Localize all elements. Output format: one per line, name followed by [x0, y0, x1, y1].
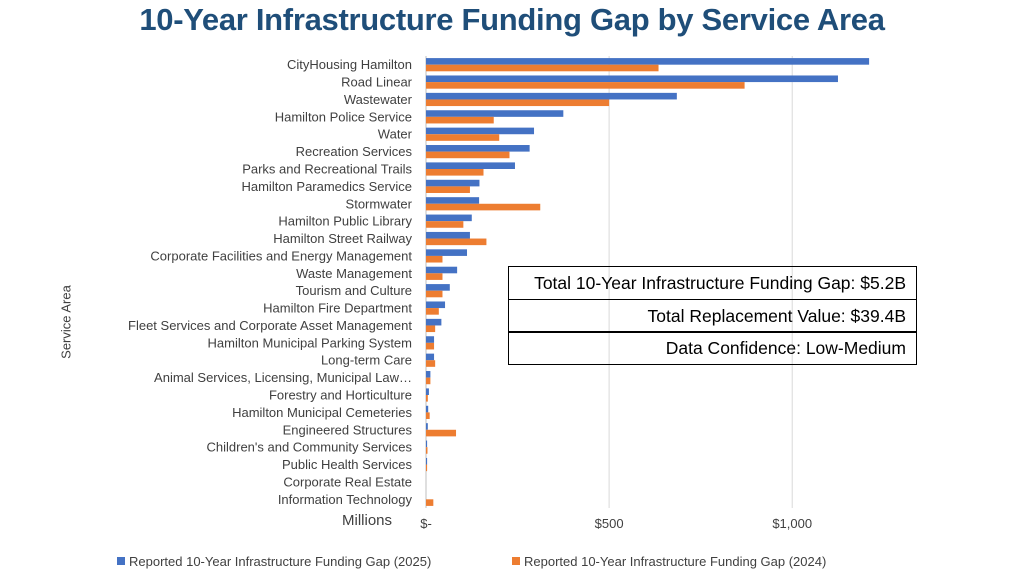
bar-2024	[426, 325, 436, 333]
bar-2024	[426, 290, 443, 298]
category-label: Fleet Services and Corporate Asset Manag…	[128, 318, 412, 333]
bar-2024	[426, 203, 541, 211]
summary-box: Total 10-Year Infrastructure Funding Gap…	[508, 266, 917, 365]
bar-2025	[426, 197, 480, 204]
bar-2024	[426, 429, 457, 437]
legend-label-2024: Reported 10-Year Infrastructure Funding …	[524, 554, 827, 569]
bar-2025	[426, 266, 458, 274]
bar-2025	[426, 249, 468, 256]
bar-2025	[426, 58, 870, 65]
category-label: Recreation Services	[296, 144, 413, 159]
bar-2024	[426, 151, 510, 159]
bar-2025	[426, 127, 535, 135]
bar-2024	[426, 221, 464, 228]
category-label: Tourism and Culture	[296, 283, 412, 298]
bar-2024	[426, 169, 484, 176]
category-label: Hamilton Fire Department	[263, 301, 412, 316]
bars	[426, 58, 870, 506]
category-label: Long-term Care	[321, 353, 412, 368]
bar-2025	[426, 110, 564, 117]
legend-item-2024: Reported 10-Year Infrastructure Funding …	[512, 554, 826, 569]
bar-2024	[426, 82, 745, 89]
category-label: Water	[378, 127, 413, 142]
bar-2024	[426, 412, 430, 419]
total-replacement-value: Total Replacement Value: $39.4B	[508, 298, 917, 333]
bar-2025	[426, 92, 677, 100]
bar-2025	[426, 318, 442, 326]
bar-2025	[426, 336, 435, 343]
chart-title: 10-Year Infrastructure Funding Gap by Se…	[139, 2, 885, 37]
data-confidence: Data Confidence: Low-Medium	[508, 331, 917, 365]
bar-2024	[426, 499, 434, 506]
category-label: Hamilton Municipal Cemeteries	[232, 405, 412, 420]
bar-2024	[426, 308, 439, 315]
bar-2024	[426, 186, 470, 193]
bar-2025	[426, 145, 530, 152]
bar-2024	[426, 273, 443, 280]
legend-label-2025: Reported 10-Year Infrastructure Funding …	[129, 554, 432, 569]
category-label: Hamilton Municipal Parking System	[208, 335, 412, 350]
category-label: Hamilton Paramedics Service	[241, 179, 412, 194]
bar-2025	[426, 75, 838, 83]
category-label: Hamilton Police Service	[275, 109, 412, 124]
bar-2025	[426, 457, 428, 465]
category-label: Engineered Structures	[283, 422, 413, 437]
category-label: Hamilton Street Railway	[273, 231, 412, 246]
bar-2024	[426, 134, 500, 141]
category-label: Wastewater	[344, 92, 413, 107]
bar-2024	[426, 464, 428, 472]
bar-2024	[426, 99, 610, 107]
bar-2024	[426, 238, 487, 246]
category-label: Hamilton Public Library	[278, 214, 412, 229]
category-labels: CityHousing Hamilton Road Linear Wastewate…	[128, 57, 413, 507]
category-label: Corporate Facilities and Energy Manageme…	[150, 248, 412, 263]
total-funding-gap: Total 10-Year Infrastructure Funding Gap…	[508, 266, 917, 300]
bar-2024	[426, 255, 443, 263]
bar-2025	[426, 388, 429, 395]
bar-2025	[426, 353, 435, 361]
bar-2025	[426, 162, 515, 169]
bar-2024	[426, 116, 494, 124]
bar-2025	[426, 179, 480, 187]
x-tick-label: $500	[595, 516, 624, 531]
bar-2025	[426, 214, 472, 222]
bar-2024	[426, 360, 436, 367]
bar-2025	[426, 284, 450, 291]
category-label: Road Linear	[341, 75, 412, 90]
bar-2024	[426, 342, 435, 350]
x-tick-label: $1,000	[772, 516, 812, 531]
category-label: Parks and Recreational Trails	[242, 162, 412, 177]
legend-item-2025: Reported 10-Year Infrastructure Funding …	[117, 554, 431, 569]
bar-2024	[426, 395, 428, 402]
category-label: Waste Management	[296, 266, 412, 281]
x-tick-labels: $- $500 $1,000	[420, 516, 812, 531]
bar-2025	[426, 231, 470, 239]
category-label: Stormwater	[346, 196, 413, 211]
legend-swatch-2025	[117, 557, 125, 565]
bar-2024	[426, 377, 431, 385]
bar-2025	[426, 440, 428, 448]
category-label: Corporate Real Estate	[283, 474, 412, 489]
category-label: CityHousing Hamilton	[287, 57, 412, 72]
category-label: Animal Services, Licensing, Municipal La…	[154, 370, 412, 385]
bar-2025	[426, 371, 431, 378]
y-axis-label: Service Area	[58, 285, 74, 359]
units-label: Millions	[342, 512, 393, 529]
category-label: Public Health Services	[282, 457, 413, 472]
bar-2025	[426, 405, 429, 413]
bar-2025	[426, 301, 446, 309]
legend-swatch-2024	[512, 557, 520, 565]
bar-2025	[426, 423, 428, 430]
x-tick-label: $-	[420, 516, 432, 531]
category-label: Children's and Community Services	[206, 440, 412, 455]
bar-2024	[426, 447, 428, 454]
category-label: Forestry and Horticulture	[269, 388, 412, 403]
category-label: Information Technology	[278, 492, 413, 507]
bar-2024	[426, 64, 659, 72]
